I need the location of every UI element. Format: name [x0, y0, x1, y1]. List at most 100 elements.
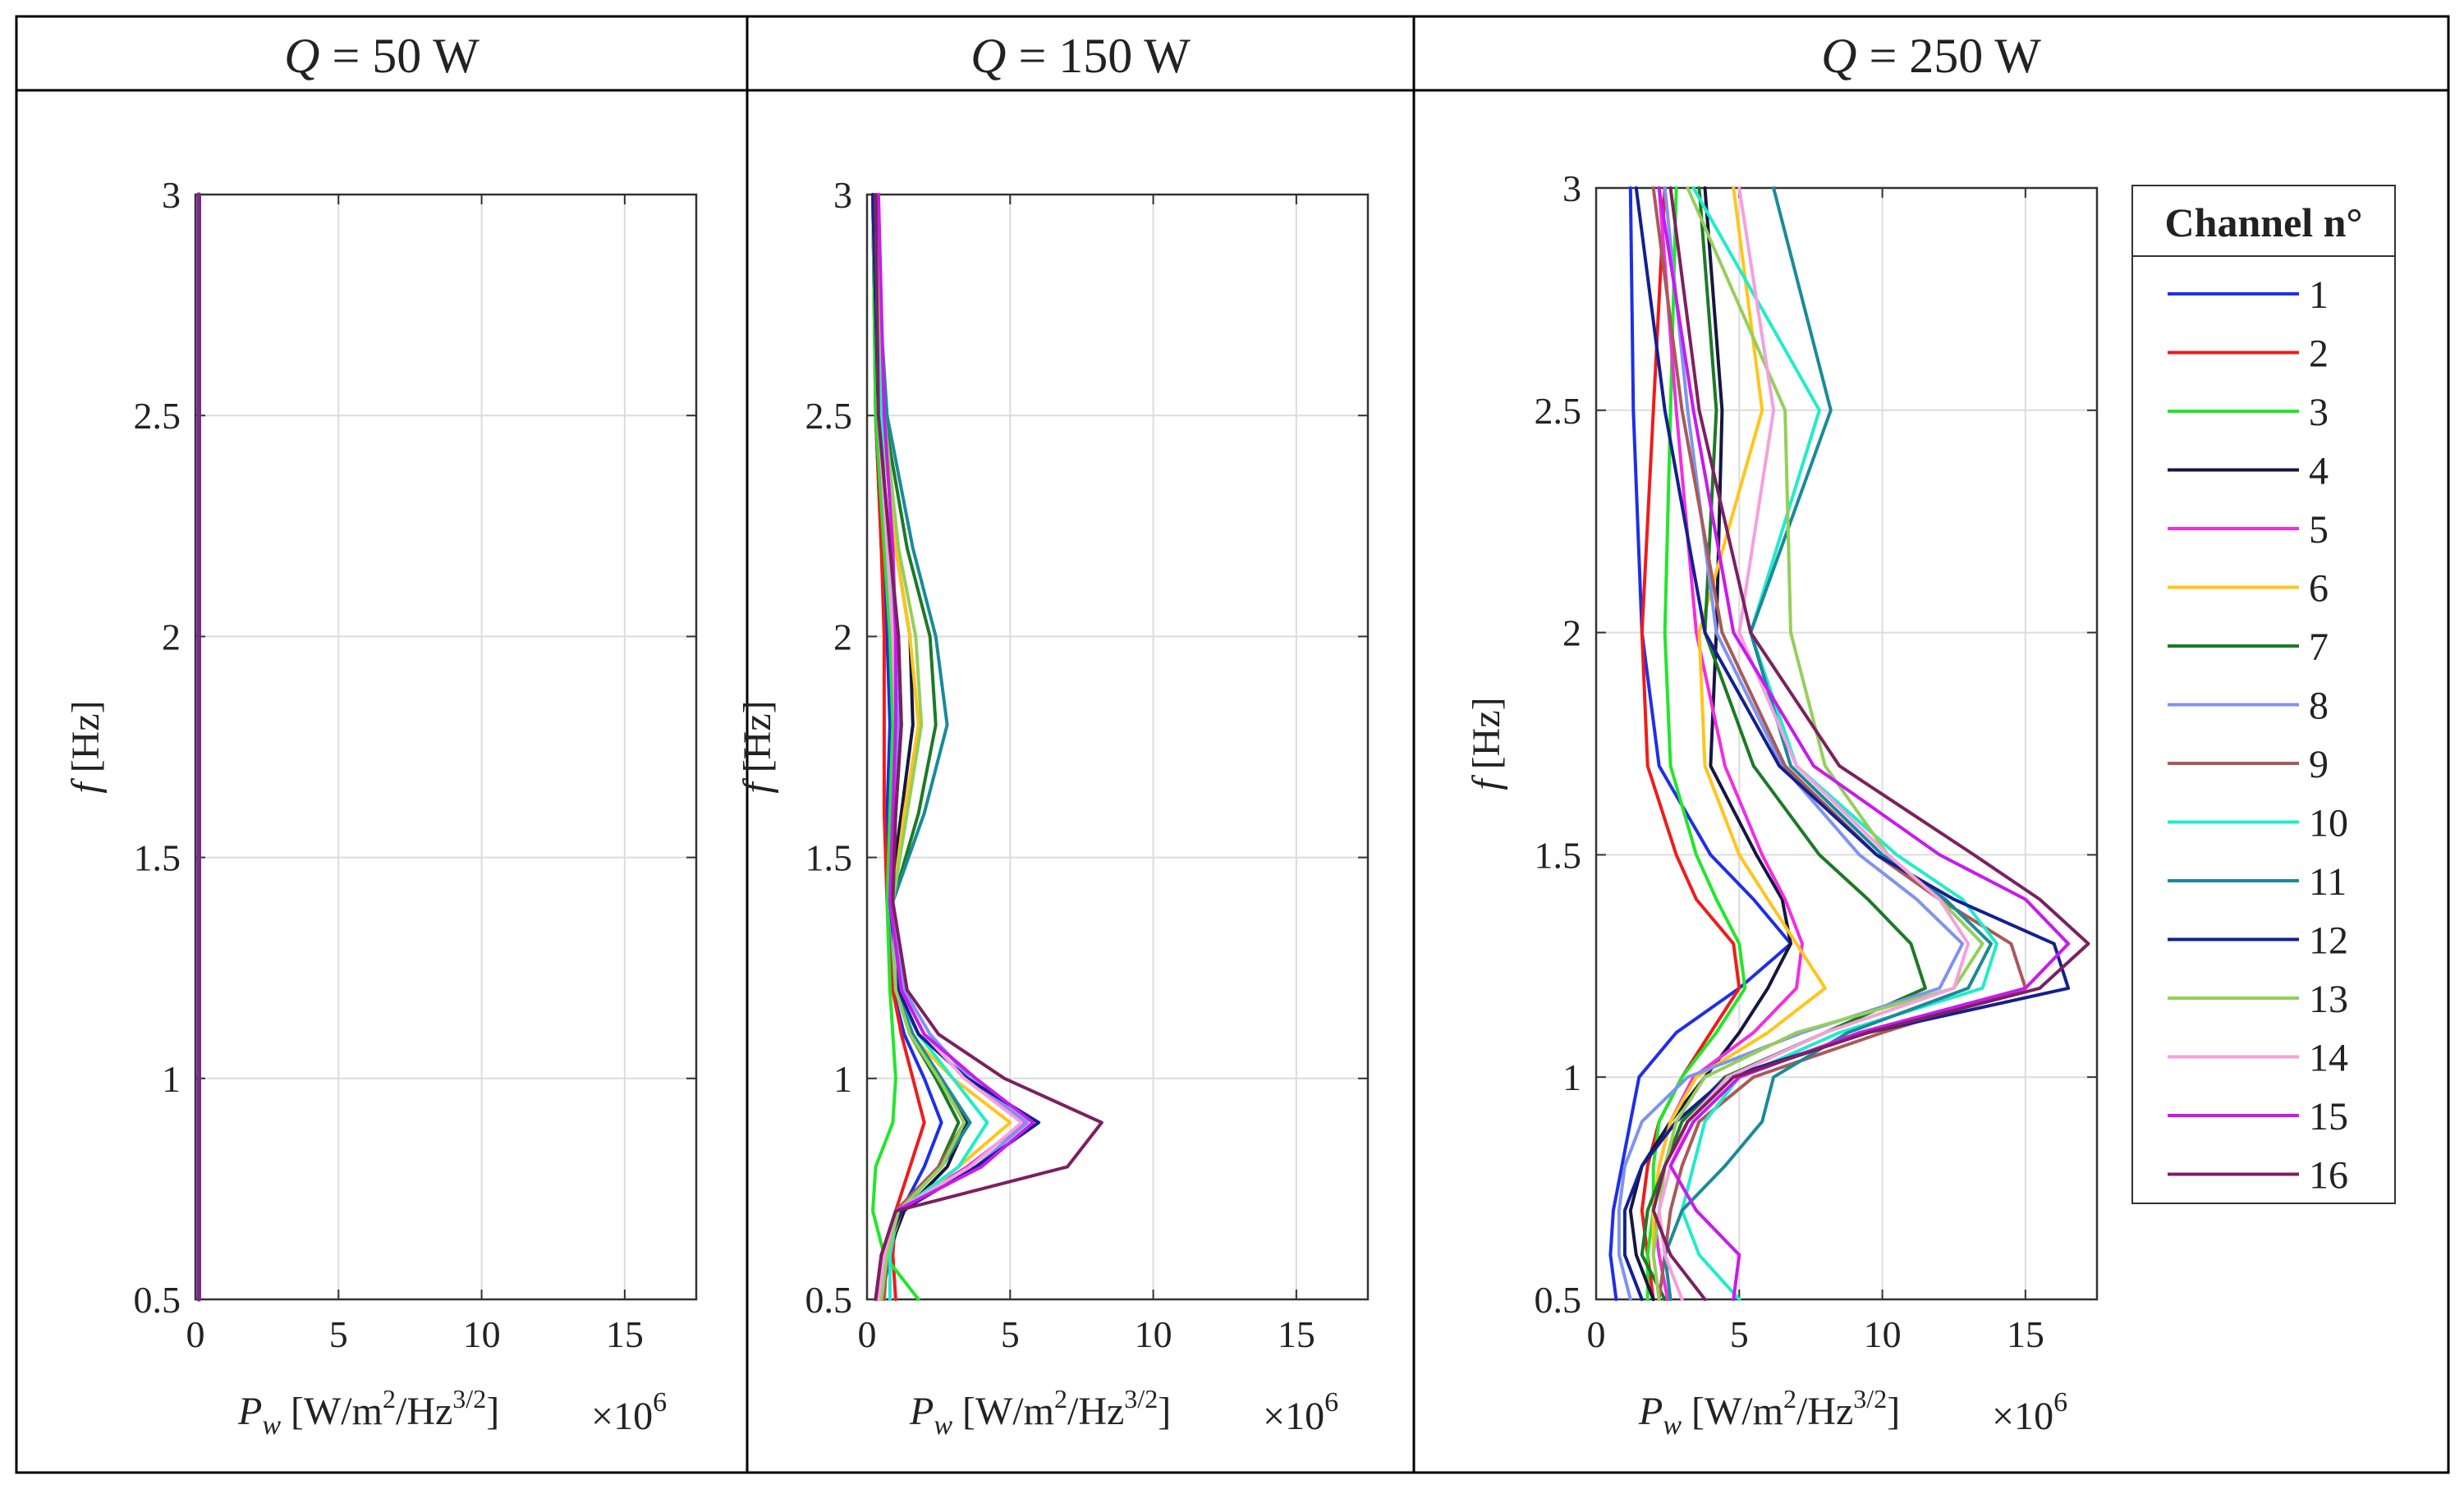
- y-tick-label: 3: [162, 174, 181, 216]
- series-line-16: [1651, 186, 2090, 1301]
- y-tick-label: 1.5: [805, 837, 853, 879]
- axes-box: [865, 193, 1370, 1301]
- x-tick-label: 5: [1730, 1313, 1749, 1355]
- table-border: [15, 15, 2450, 1474]
- x-axis-label-sup: 2: [1783, 1384, 1796, 1413]
- x-axis-label-unit: [W/m: [952, 1390, 1054, 1433]
- y-tick-label: 0.5: [134, 1279, 181, 1321]
- y-axis-label: f [Hz]: [1465, 697, 1508, 790]
- series-line-4: [1628, 186, 1792, 1301]
- x-axis-label-unit: ]: [1887, 1390, 1900, 1433]
- series-line-8: [1617, 186, 1965, 1301]
- legend-label-10: 10: [2309, 802, 2348, 845]
- x-tick-label: 10: [463, 1313, 501, 1355]
- legend-label-16: 16: [2309, 1154, 2348, 1198]
- y-tick-label: 1: [162, 1058, 181, 1100]
- y-tick-label: 2: [162, 616, 181, 657]
- x-tick-label: 10: [1135, 1313, 1172, 1355]
- x-tick-label: 0: [858, 1313, 877, 1355]
- x-axis-label-unit: [W/m: [281, 1390, 383, 1433]
- x-multiplier-exp: 6: [2053, 1387, 2067, 1418]
- x-tick-label: 15: [2007, 1313, 2044, 1355]
- x-axis-label-sub: w: [934, 1410, 952, 1441]
- panel-title-q50: Q = 50 W: [284, 29, 479, 83]
- x-axis-label-var: P: [237, 1390, 262, 1433]
- table-frame: [15, 15, 2450, 1474]
- x-axis-label-sup: 3/2: [1124, 1384, 1158, 1413]
- series-line-12: [1622, 186, 2071, 1301]
- legend-label-14: 14: [2309, 1037, 2348, 1080]
- y-axis-label-unit: [Hz]: [736, 700, 779, 782]
- x-tick-label: 5: [1001, 1313, 1020, 1355]
- y-tick-label: 0.5: [1535, 1279, 1582, 1321]
- x-multiplier-exp: 6: [653, 1387, 667, 1418]
- series-line-9: [1651, 186, 2027, 1301]
- panel-title-q250: Q = 250 W: [1821, 29, 2041, 83]
- y-tick-label: 1: [1562, 1056, 1581, 1098]
- y-tick-label: 3: [833, 174, 852, 216]
- x-multiplier: ×106: [591, 1387, 667, 1438]
- x-multiplier-base: ×10: [1992, 1395, 2053, 1438]
- x-multiplier: ×106: [1992, 1387, 2067, 1438]
- x-multiplier-base: ×10: [1263, 1395, 1324, 1438]
- series-line-6: [1651, 186, 1827, 1301]
- x-axis-label-unit: [W/m: [1682, 1390, 1783, 1433]
- y-tick-label: 0.5: [805, 1279, 853, 1321]
- series-line-16: [874, 193, 1104, 1301]
- x-axis-label-sup: 3/2: [452, 1384, 486, 1413]
- y-tick-label: 1.5: [1535, 834, 1582, 876]
- y-tick-label: 3: [1562, 167, 1581, 209]
- legend-label-2: 2: [2309, 332, 2329, 376]
- x-axis-label-sub: w: [1663, 1410, 1682, 1441]
- legend-label-3: 3: [2309, 391, 2329, 434]
- y-tick-label: 2: [833, 616, 852, 657]
- x-tick-label: 0: [1587, 1313, 1606, 1355]
- plot-q50: 0 5 10 150.511.522.53f [Hz]Pw [W/m2/Hz3/2] ×…: [64, 174, 698, 1441]
- series-line-7: [1640, 186, 1927, 1301]
- x-axis-label-sup: 2: [383, 1384, 396, 1413]
- series-line-2: [1640, 186, 1741, 1301]
- y-tick-label: 2: [1562, 612, 1581, 654]
- series-line-11: [1663, 186, 1993, 1301]
- x-multiplier: ×106: [1263, 1387, 1338, 1438]
- x-axis-label-var: P: [909, 1390, 934, 1433]
- plot-q150: 0 5 10 150.511.522.53f [Hz]Pw [W/m2/Hz3/2] ×…: [736, 174, 1370, 1441]
- legend-label-6: 6: [2309, 567, 2329, 611]
- x-axis-label-unit: /Hz: [1796, 1390, 1853, 1433]
- legend-label-12: 12: [2309, 919, 2348, 963]
- series-line-3: [871, 193, 920, 1301]
- x-axis-label-sup: 3/2: [1853, 1384, 1887, 1413]
- series-line-2: [871, 193, 926, 1301]
- legend-label-15: 15: [2309, 1095, 2348, 1139]
- x-tick-label: 15: [606, 1313, 644, 1355]
- y-tick-label: 2.5: [805, 395, 853, 437]
- y-tick-label: 2.5: [134, 395, 181, 437]
- legend-label-11: 11: [2309, 860, 2347, 904]
- x-axis-label: Pw [W/m2/Hz3/2]: [1638, 1384, 1900, 1441]
- x-axis-label-unit: /Hz: [1067, 1390, 1124, 1433]
- x-multiplier-exp: 6: [1324, 1387, 1338, 1418]
- axes-box: [1594, 186, 2099, 1301]
- x-axis-label: Pw [W/m2/Hz3/2]: [237, 1384, 499, 1441]
- y-tick-label: 1.5: [134, 837, 181, 879]
- x-axis-label-sup: 2: [1054, 1384, 1067, 1413]
- x-axis-label-unit: /Hz: [396, 1390, 452, 1433]
- panel-title-q150: Q = 150 W: [970, 29, 1191, 83]
- x-tick-label: 10: [1864, 1313, 1902, 1355]
- legend-label-9: 9: [2309, 743, 2329, 786]
- x-axis-label: Pw [W/m2/Hz3/2]: [909, 1384, 1171, 1441]
- y-axis-label-unit: [Hz]: [1465, 697, 1508, 779]
- plot-q250: 0 5 10 150.511.522.53f [Hz]Pw [W/m2/Hz3/2] ×…: [1465, 167, 2099, 1441]
- legend-title: Channel n°: [2165, 199, 2363, 245]
- x-tick-label: 0: [186, 1313, 205, 1355]
- y-axis-label-unit: [Hz]: [64, 700, 108, 782]
- axes-box: [194, 193, 698, 1301]
- x-axis-label-var: P: [1638, 1390, 1663, 1433]
- legend-label-13: 13: [2309, 978, 2348, 1021]
- y-tick-label: 1: [833, 1058, 852, 1100]
- legend-label-8: 8: [2309, 685, 2329, 728]
- y-tick-label: 2.5: [1535, 390, 1582, 432]
